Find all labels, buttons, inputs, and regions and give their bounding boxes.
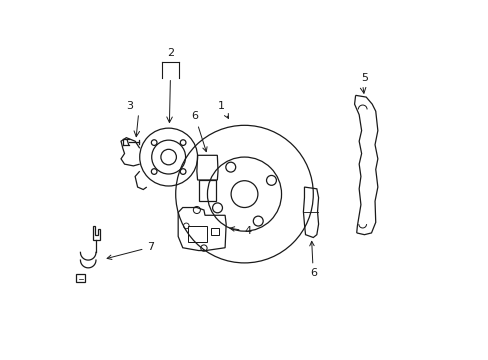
Text: 4: 4 <box>229 226 251 236</box>
Text: 7: 7 <box>107 242 154 260</box>
Text: 2: 2 <box>166 48 174 58</box>
Text: 3: 3 <box>126 101 133 111</box>
Text: 6: 6 <box>191 112 206 152</box>
Bar <box>188 226 207 242</box>
Text: 5: 5 <box>360 73 367 83</box>
Text: 6: 6 <box>309 241 316 279</box>
Text: 1: 1 <box>218 101 228 118</box>
Bar <box>210 228 218 235</box>
Bar <box>76 274 85 282</box>
